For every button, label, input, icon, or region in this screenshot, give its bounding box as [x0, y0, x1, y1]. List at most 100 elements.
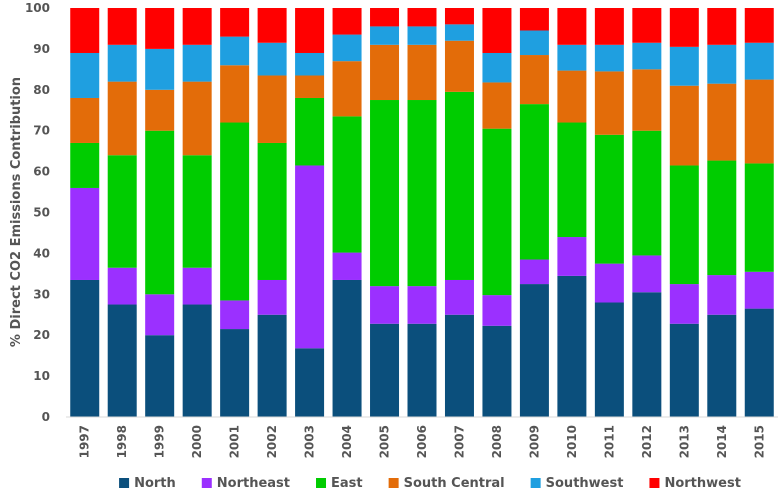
bar-northwest-2006 [407, 8, 437, 27]
bar-east-2000 [182, 155, 212, 268]
legend-swatch-north [119, 478, 130, 488]
bar-northeast-1997 [70, 187, 100, 280]
bar-east-1999 [145, 130, 175, 295]
bar-north-2012 [632, 292, 662, 417]
bar-southwest-2003 [295, 52, 325, 76]
y-tick-label: 60 [33, 165, 50, 179]
y-tick-label: 80 [33, 83, 50, 97]
bar-northeast-2008 [482, 295, 512, 326]
bar-north-1997 [70, 279, 100, 417]
bar-northeast-2006 [407, 286, 437, 324]
x-tick-label: 2000 [190, 425, 204, 458]
bar-northwest-2002 [257, 8, 287, 43]
bar-south-central-2000 [182, 81, 212, 156]
bar-south-central-2015 [744, 79, 774, 164]
bar-south-central-2009 [519, 55, 549, 105]
bar-north-2005 [370, 323, 400, 417]
bar-north-1999 [145, 335, 175, 417]
bar-northwest-2003 [295, 8, 325, 53]
bar-north-2011 [594, 302, 624, 417]
bar-southwest-2009 [519, 30, 549, 56]
bar-southwest-1999 [145, 48, 175, 90]
bar-east-2010 [557, 122, 587, 238]
bar-southwest-2008 [482, 52, 512, 83]
bar-east-2001 [220, 122, 250, 301]
y-tick-label: 50 [33, 206, 50, 220]
legend: North Northeast East South Central Southwest… [119, 476, 741, 491]
bar-southwest-2002 [257, 42, 287, 76]
x-tick-label: 2012 [640, 425, 654, 458]
bar-northwest-2009 [519, 8, 549, 31]
bar-northeast-2012 [632, 255, 662, 293]
bar-northeast-2014 [707, 275, 737, 315]
x-tick-label: 2010 [565, 425, 579, 458]
bar-northwest-1997 [70, 8, 100, 53]
x-tick-label: 2011 [602, 425, 616, 458]
x-tick-label: 2004 [340, 425, 354, 458]
bar-north-2000 [182, 304, 212, 417]
x-tick-label: 2003 [303, 425, 317, 458]
x-tick-label: 2005 [378, 425, 392, 458]
bar-southwest-2004 [332, 34, 362, 62]
bars-layer [70, 8, 774, 417]
bar-east-2014 [707, 160, 737, 276]
bar-northwest-2012 [632, 8, 662, 43]
bar-east-2003 [295, 97, 325, 166]
bar-east-2013 [669, 165, 699, 285]
bar-northeast-1998 [107, 267, 137, 305]
x-ticks-layer: 1997 1998 1999 2000 2001 2002 2003 2004 2005 2006… [78, 425, 767, 458]
bar-southwest-2000 [182, 44, 212, 82]
y-tick-label: 20 [33, 328, 50, 342]
bar-east-2005 [370, 100, 400, 287]
y-axis-title: % Direct CO2 Emissions Contribution [9, 77, 24, 347]
bar-north-2007 [444, 314, 474, 417]
bar-north-2010 [557, 275, 587, 417]
bar-east-2006 [407, 100, 437, 287]
bar-north-2006 [407, 323, 437, 417]
x-tick-label: 2014 [715, 425, 729, 458]
bar-north-2013 [669, 323, 699, 417]
bar-northeast-2013 [669, 284, 699, 324]
bar-east-1997 [70, 142, 100, 188]
x-tick-label: 2006 [415, 425, 429, 458]
x-tick-label: 2008 [490, 425, 504, 458]
x-tick-label: 2013 [677, 425, 691, 458]
bar-east-2011 [594, 134, 624, 264]
y-tick-label: 40 [33, 246, 50, 260]
legend-swatch-southwest [530, 478, 541, 488]
bar-northeast-2007 [444, 279, 474, 315]
bar-northeast-2005 [370, 286, 400, 324]
bar-north-1998 [107, 304, 137, 417]
bar-east-2002 [257, 142, 287, 280]
bar-north-2003 [295, 348, 325, 417]
bar-northeast-2010 [557, 237, 587, 276]
bar-northeast-2000 [182, 267, 212, 305]
bar-south-central-2008 [482, 82, 512, 129]
bar-northwest-2015 [744, 8, 774, 43]
legend-label-south-central: South Central [404, 476, 505, 491]
bar-north-2004 [332, 279, 362, 417]
bar-north-2009 [519, 284, 549, 417]
bar-east-2015 [744, 163, 774, 272]
bar-northeast-2011 [594, 263, 624, 303]
bar-south-central-2001 [220, 65, 250, 123]
legend-label-southwest: Southwest [546, 476, 624, 491]
bar-northwest-2005 [370, 8, 400, 27]
bar-southwest-2010 [557, 44, 587, 71]
bar-north-2014 [707, 314, 737, 417]
bar-east-1998 [107, 155, 137, 268]
bar-southwest-2014 [707, 44, 737, 84]
bar-east-2009 [519, 104, 549, 260]
x-tick-label: 2009 [527, 425, 541, 458]
x-tick-label: 1997 [78, 425, 92, 458]
bar-east-2004 [332, 116, 362, 253]
y-tick-label: 30 [33, 287, 50, 301]
x-tick-label: 2002 [265, 425, 279, 458]
bar-south-central-1997 [70, 97, 100, 143]
bar-northeast-1999 [145, 294, 175, 336]
bar-southwest-2007 [444, 24, 474, 41]
x-tick-label: 1998 [115, 425, 129, 458]
x-tick-label: 2001 [228, 425, 242, 458]
bar-northeast-2003 [295, 165, 325, 349]
